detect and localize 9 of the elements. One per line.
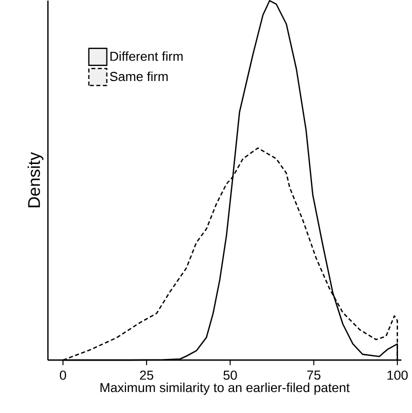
x-tick-label: 100	[388, 370, 408, 380]
x-axis-title: Maximum similarity to an earlier-filed patent	[100, 382, 350, 395]
legend-label: Different firm	[110, 51, 183, 61]
legend-label: Same firm	[110, 72, 168, 82]
y-axis-title: Density	[28, 152, 44, 208]
x-tick-label: 75	[307, 370, 321, 380]
x-tick-label: 0	[60, 370, 66, 380]
x-tick-label: 25	[140, 370, 154, 380]
x-tick-label: 50	[224, 370, 238, 380]
